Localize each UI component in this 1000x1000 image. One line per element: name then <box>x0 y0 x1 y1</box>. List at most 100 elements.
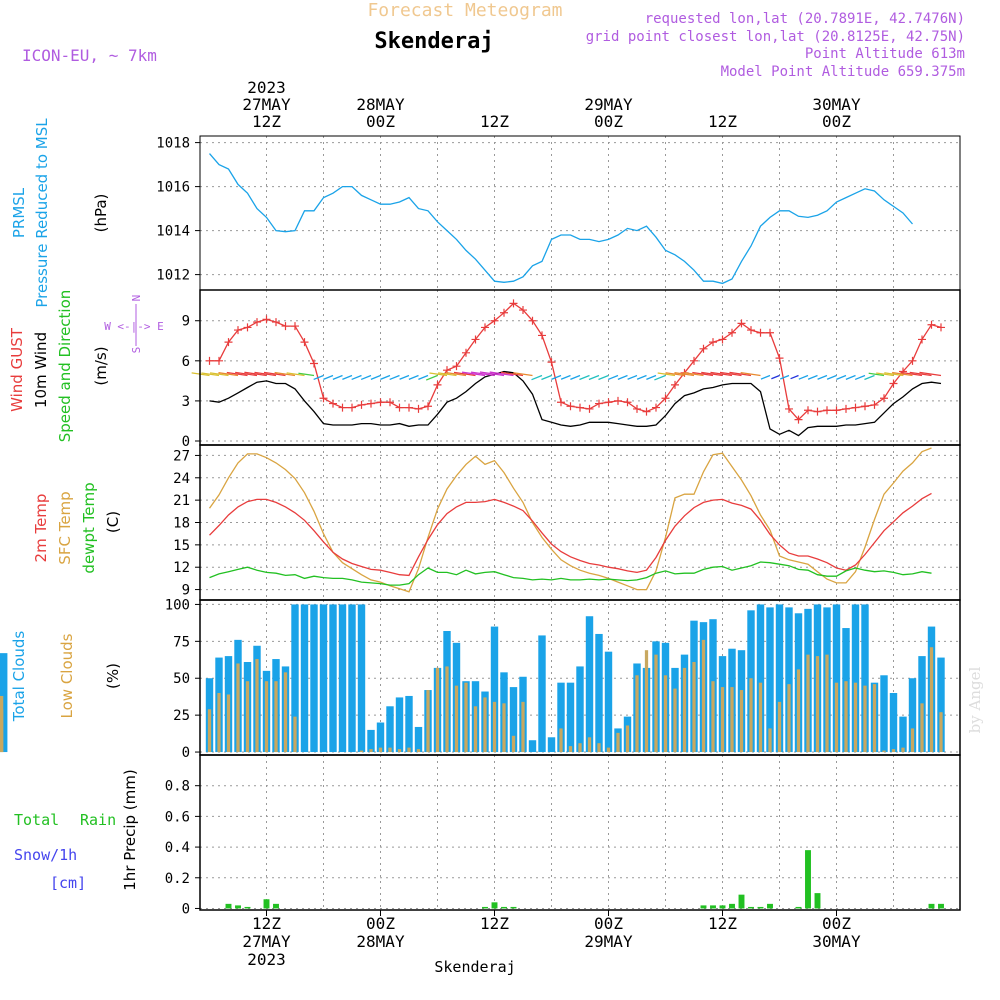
y-tick-label: 3 <box>182 394 190 410</box>
rain-label-b: Rain <box>80 811 116 829</box>
total-clouds-bar <box>557 682 565 753</box>
y-tick-label: 50 <box>173 671 190 687</box>
wind-barb <box>298 372 315 377</box>
rain-bar <box>795 906 802 909</box>
wind-barb <box>570 374 581 380</box>
top-time-label: 00Z <box>594 112 623 131</box>
low-clouds-bar <box>806 654 810 753</box>
wind-barb <box>461 371 486 377</box>
wind10-label: 10m Wind <box>32 332 50 408</box>
low-clouds-bar <box>578 743 582 753</box>
low-clouds-bar <box>777 701 782 753</box>
gust-marker <box>291 322 299 331</box>
gust-marker <box>937 323 945 332</box>
low-clouds-bar <box>245 681 250 753</box>
wind-barb <box>636 374 647 380</box>
gust-marker <box>728 328 736 337</box>
wind-barb <box>798 374 809 380</box>
low-clouds-bar <box>834 682 839 753</box>
gust-marker <box>205 356 214 365</box>
y-tick-label: 15 <box>173 538 190 554</box>
top-time-label: 30MAY <box>812 95 861 114</box>
gust-marker <box>528 316 537 325</box>
gust-marker <box>614 396 622 405</box>
gust-marker <box>880 394 888 403</box>
total-clouds-bar <box>585 616 594 753</box>
sfc-label: SFC Temp <box>56 491 74 564</box>
gust-marker <box>671 380 679 389</box>
requested-coords: requested lon,lat (20.7891E, 42.7476N) <box>645 11 965 27</box>
y-tick-label: 12 <box>173 560 190 576</box>
gust-marker <box>376 398 385 407</box>
snow-label: Snow/1h <box>14 846 77 864</box>
gust-marker <box>604 398 613 407</box>
total-clouds-bar <box>300 604 309 753</box>
wind-barb <box>470 371 495 377</box>
low-clouds-bar <box>863 685 867 753</box>
rain-label: Total <box>14 811 59 829</box>
wind-barb <box>854 374 866 381</box>
total-clouds-bar <box>376 722 385 753</box>
gust-marker <box>699 344 708 353</box>
rain-bar <box>491 902 498 909</box>
total-clouds-bar <box>604 651 613 753</box>
compass-n: N <box>130 295 143 302</box>
wind-barb <box>201 372 220 377</box>
y-tick-label: 1014 <box>156 224 190 240</box>
bottom-time-label: 28MAY <box>356 932 405 951</box>
wind-barb <box>760 374 771 380</box>
rain-bar <box>748 906 754 909</box>
low-clouds-bar <box>283 672 288 753</box>
total-clouds-bar <box>538 635 546 753</box>
low-clouds-bar <box>454 685 459 753</box>
wind-barb <box>579 374 590 381</box>
rain-bar <box>710 905 716 909</box>
gust-marker <box>348 403 356 412</box>
wind-barb <box>790 374 799 380</box>
precip-unit: 1hr Precip (mm) <box>121 769 139 890</box>
total-clouds-bar <box>899 716 907 753</box>
wind-barb <box>674 372 695 377</box>
bottom-time-label: 12Z <box>708 914 737 933</box>
gust-marker <box>490 316 499 325</box>
rain-bar <box>700 905 707 909</box>
low-clouds-bar <box>264 681 269 753</box>
wind-barb <box>909 371 932 377</box>
rain-bar <box>244 906 251 909</box>
total-clouds-bar <box>348 604 356 753</box>
gust-marker <box>709 338 717 347</box>
wind-barb <box>479 371 505 377</box>
gust-marker <box>509 299 518 308</box>
gust-marker <box>329 399 337 408</box>
gust-marker <box>889 379 898 388</box>
low-clouds-bar <box>568 746 573 753</box>
wind-barb <box>598 374 609 381</box>
total-clouds-bar <box>937 657 945 753</box>
low-clouds-label: Low Clouds <box>58 633 76 718</box>
low-clouds-bar <box>815 656 820 753</box>
panel-frame <box>199 289 961 446</box>
gust-marker <box>661 394 670 403</box>
total-clouds-bar <box>785 607 793 753</box>
gust-marker <box>842 404 850 413</box>
low-clouds-bar <box>0 695 4 753</box>
gust-marker <box>908 356 917 365</box>
rain-bar <box>738 894 745 909</box>
wind-barb <box>701 371 723 377</box>
low-clouds-bar <box>939 712 943 753</box>
wind-barb <box>617 374 628 380</box>
y-tick-label: 0 <box>182 434 190 450</box>
wind-barb <box>729 371 752 377</box>
wind-barb <box>876 372 894 377</box>
bottom-time-label: 2023 <box>247 950 286 969</box>
bottom-time-label: 00Z <box>366 914 395 933</box>
wind-barb <box>541 374 552 381</box>
wind-barb <box>560 374 571 380</box>
pressure-label-1: PRMSL <box>10 187 28 238</box>
gust-marker <box>927 320 936 329</box>
top-time-label: 00Z <box>366 112 395 131</box>
gust-marker <box>272 318 280 327</box>
low-clouds-bar <box>226 694 231 753</box>
total-clouds-bar <box>405 695 413 753</box>
